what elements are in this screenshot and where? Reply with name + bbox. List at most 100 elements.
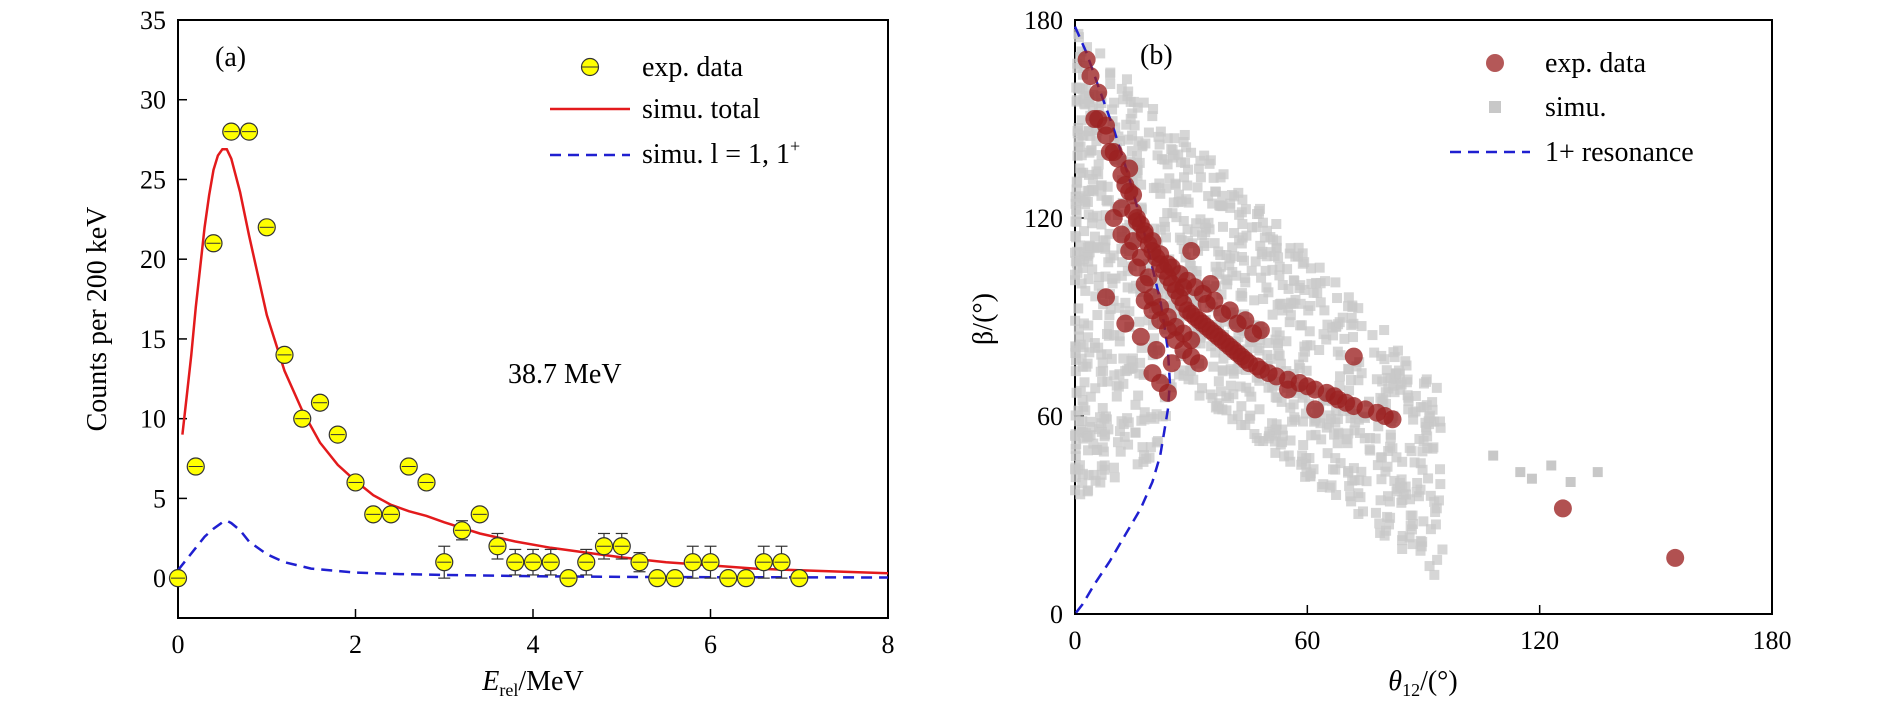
panel-b-simu-point — [1344, 364, 1355, 375]
panel-b-simu-point — [1349, 425, 1360, 436]
panel-b-simu-point — [1322, 319, 1333, 330]
panel-b-simu-point — [1414, 434, 1425, 445]
panel-b-simu-point — [1415, 458, 1426, 469]
panel-b-simu-point — [1353, 303, 1364, 314]
panel-b-simu-point — [1274, 299, 1285, 310]
panel-b-exp-point — [1228, 314, 1247, 333]
panel-b-simu-point — [1267, 264, 1278, 275]
panel-b-simu-point — [1127, 130, 1138, 141]
panel-b-simu-point — [1301, 453, 1312, 464]
panel-b-simu-point — [1182, 224, 1193, 235]
panel-b-simu-point — [1116, 270, 1127, 281]
legend-b-simu-marker — [1489, 101, 1501, 113]
panel-a-x-tick-label: 0 — [172, 630, 185, 659]
panel-b-simu-point — [1236, 252, 1247, 263]
panel-b-simu-point — [1407, 539, 1418, 550]
panel-b-simu-point — [1070, 345, 1081, 356]
panel-b-simu-point — [1371, 374, 1382, 385]
panel-b-simu-point — [1152, 150, 1163, 161]
panel-b-simu-point — [1079, 226, 1090, 237]
panel-b-simu-point — [1148, 104, 1159, 115]
panel-b-simu-point — [1093, 424, 1104, 435]
panel-b-simu-point — [1255, 335, 1266, 346]
panel-b-simu-point — [1073, 405, 1084, 416]
panel-b-simu-point — [1271, 219, 1282, 230]
panel-b-exp-point — [1131, 327, 1150, 346]
panel-a-y-tick-label: 35 — [140, 6, 166, 35]
panel-b-simu-point — [1375, 527, 1386, 538]
panel-b-simu-point — [1341, 434, 1352, 445]
panel-b-simu-point — [1295, 363, 1306, 374]
panel-b-simu-point — [1285, 299, 1296, 310]
panel-b-simu-point — [1097, 376, 1108, 387]
panel-b-simu-point — [1281, 336, 1292, 347]
panel-b-simu-point — [1109, 135, 1120, 146]
panel-b-simu-point — [1346, 313, 1357, 324]
panel-b-simu-point — [1237, 291, 1248, 302]
panel-b-simu-point — [1136, 202, 1147, 213]
panel-b-simu-point — [1215, 386, 1226, 397]
panel-b-simu-point — [1161, 183, 1172, 194]
panel-b-simu-point — [1331, 489, 1342, 500]
panel-b-simu-point — [1095, 48, 1106, 59]
panel-b-simu-point — [1071, 204, 1082, 215]
panel-b-simu-point — [1257, 217, 1268, 228]
panel-b-simu-point — [1345, 375, 1356, 386]
panel-b-simu-point — [1333, 428, 1344, 439]
panel-b-simu-point — [1410, 390, 1421, 401]
panel-b-simu-point — [1408, 407, 1419, 418]
panel-b-simu-point — [1191, 300, 1202, 311]
panel-b-simu-point — [1432, 554, 1443, 565]
panel-b-simu-point — [1133, 390, 1144, 401]
panel-b-simu-point — [1319, 305, 1330, 316]
panel-a: 0 2 4 6 8 0 5 10 15 20 25 30 35 (a) 38.7 MeV Counts … — [82, 6, 895, 700]
panel-b-simu-point — [1136, 179, 1147, 190]
panel-a-x-axis-title-sub: rel — [499, 680, 518, 700]
panel-b-simu-point — [1267, 382, 1278, 393]
panel-b-simu-point — [1151, 182, 1162, 193]
panel-b-simu-point — [1183, 236, 1194, 247]
panel-b-simu-point — [1195, 214, 1206, 225]
panel-b-simu-point — [1298, 352, 1309, 363]
panel-b-exp-point — [1124, 185, 1143, 204]
panel-b-simu-point — [1330, 453, 1341, 464]
panel-b-simu-point — [1114, 426, 1125, 437]
panel-b-simu-point — [1173, 149, 1184, 160]
panel-b-simu-point — [1332, 413, 1343, 424]
panel-b-simu-point — [1396, 474, 1407, 485]
panel-b-simu-point — [1267, 234, 1278, 245]
panel-b-simu-point — [1109, 370, 1120, 381]
panel-b-simu-point — [1249, 429, 1260, 440]
panel-b-simu-point — [1167, 208, 1178, 219]
panel-b-simu-point — [1353, 375, 1364, 386]
panel-b-simu-point — [1255, 240, 1266, 251]
panel-b-simu-point — [1071, 355, 1082, 366]
panel-b-simu-point — [1409, 457, 1420, 468]
panel-b-simu-point — [1225, 253, 1236, 264]
panel-b-simu-point — [1321, 334, 1332, 345]
panel-b-simu-point — [1100, 243, 1111, 254]
panel-b-simu-point — [1315, 297, 1326, 308]
panel-b-simu-point — [1070, 216, 1081, 227]
panel-b-simu-point — [1221, 391, 1232, 402]
panel-b-simu-point — [1185, 291, 1196, 302]
panel-b-simu-point — [1303, 305, 1314, 316]
panel-b-x-tick-label: 180 — [1753, 626, 1792, 655]
panel-b-simu-point — [1096, 180, 1107, 191]
panel-b-simu-point — [1415, 545, 1426, 556]
panel-b-simu-point — [1284, 317, 1295, 328]
panel-b-simu-point — [1165, 378, 1176, 389]
panel-b-simu-point — [1403, 392, 1414, 403]
panel-b-simu-point — [1076, 278, 1087, 289]
panel-b-simu-point — [1093, 280, 1104, 291]
panel-b-simu-point — [1404, 442, 1415, 453]
panel-b-simu-point — [1099, 464, 1110, 475]
panel-b-simu-point — [1348, 332, 1359, 343]
panel-b-simu-point — [1295, 298, 1306, 309]
panel-b-simu-point — [1256, 249, 1267, 260]
panel-b-simu-point — [1178, 370, 1189, 381]
panel-b-simu-point — [1378, 394, 1389, 405]
panel-b-simu-point — [1395, 482, 1406, 493]
panel-b-simu-point — [1092, 210, 1103, 221]
panel-b-simu-point — [1254, 404, 1265, 415]
